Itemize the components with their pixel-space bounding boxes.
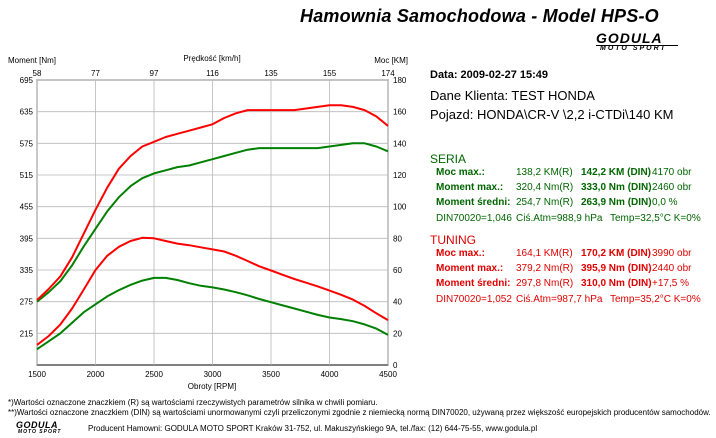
y-left-tick-label: 695 [20,76,34,85]
x-top-tick-label: 135 [264,69,278,78]
y-right-axis-label: Moc [KM] [374,56,408,65]
y-right-tick-label: 120 [393,171,407,180]
vehicle-name: Pojazd: HONDA\CR-V \2,2 i-CTDi\140 KM [430,107,674,122]
logo-underline [596,45,678,46]
x-tick-label: 3000 [204,370,222,379]
x-tick-label: 1500 [28,370,46,379]
test-date: Data: 2009-02-27 15:49 [430,69,549,81]
x-top-tick-label: 58 [33,69,42,78]
seria-row-label: Moment średni: [436,197,511,208]
y-left-tick-label: 575 [20,139,34,148]
y-left-axis-label: Moment [Nm] [8,56,56,65]
footnote-din: **)Wartości oznaczone znaczkiem (DIN) są… [8,408,711,417]
y-right-tick-label: 140 [393,139,407,148]
seria-row-r: 138,2 KM(R) [516,167,573,178]
series-lines [36,104,389,351]
x-top-tick-label: 97 [150,69,159,78]
x-top-tick-label: 155 [323,69,337,78]
y-right-tick-label: 160 [393,108,407,117]
y-left-tick-label: 515 [20,171,34,180]
x-axis-label: Obroty [RPM] [188,382,236,391]
x-tick-label: 3500 [262,370,280,379]
seria-row-extra: 0,0 % [652,197,678,208]
seria-row-r: 254,7 Nm(R) [516,197,574,208]
seria-row-din: 263,9 Nm (DIN) [581,197,652,208]
x-top-axis-label: Prędkość [km/h] [183,54,240,63]
seria-row-label: Moc max.: [436,167,485,178]
godula-logo: GODULA [596,30,663,46]
seria-cond-atm: Ciś.Atm=988,9 hPa [516,213,603,224]
y-right-tick-label: 60 [393,266,402,275]
page-title: Hamownia Samochodowa - Model HPS-O [300,6,659,26]
tuning-row-label: Moc max.: [436,248,485,259]
seria-cond-din: DIN70020=1,046 [436,213,512,224]
tuning-row-din: 310,0 Nm (DIN) [581,278,652,289]
series-power-seria [36,142,389,303]
y-right-tick-label: 0 [393,361,398,370]
tuning-row-label: Moment max.: [436,263,504,274]
y-left-tick-label: 395 [20,234,34,243]
seria-row-din: 142,2 KM (DIN) [581,167,652,178]
godula-logo-sub: MOTO SPORT [600,45,667,52]
y-left-tick-label: 635 [20,108,34,117]
tuning-cond-din: DIN70020=1,052 [436,294,512,305]
x-top-tick-label: 174 [381,69,395,78]
seria-row-extra: 2460 obr [652,182,692,193]
x-top-tick-label: 116 [206,69,219,78]
seria-heading: SERIA [430,152,467,166]
tuning-row-extra: 3990 obr [652,248,692,259]
series-torque-tuning [36,236,389,346]
y-left-tick-label: 335 [20,266,34,275]
tuning-row-din: 395,9 Nm (DIN) [581,263,652,274]
tuning-cond-atm: Ciś.Atm=987,7 hPa [516,294,603,305]
x-tick-label: 2500 [145,370,163,379]
y-right-tick-label: 40 [393,298,402,307]
seria-row-extra: 4170 obr [652,167,692,178]
y-left-tick-label: 455 [20,203,34,212]
seria-row-din: 333,0 Nm (DIN) [581,182,652,193]
y-left-tick-label: 215 [20,329,34,338]
seria-row-label: Moment max.: [436,182,504,193]
client-name: Dane Klienta: TEST HONDA [430,88,595,103]
y-right-tick-label: 20 [393,329,402,338]
series-power-tuning [36,104,389,301]
x-top-tick-label: 77 [91,69,100,78]
tuning-row-din: 170,2 KM (DIN) [581,248,652,259]
y-right-tick-label: 100 [393,203,407,212]
seria-row-r: 320,4 Nm(R) [516,182,574,193]
x-tick-label: 4000 [321,370,339,379]
tick-labels: 1500 2000 2500 3000 3500 4000 4500 58 77 97 116 135… [20,69,407,379]
x-tick-label: 4500 [379,370,397,379]
tuning-row-extra: +17,5 % [652,278,689,289]
y-left-tick-label: 275 [20,298,34,307]
godula-logo-small: GODULA [16,420,58,430]
y-right-tick-label: 180 [393,76,407,85]
seria-cond-temp: Temp=32,5°C K=0% [610,213,701,224]
godula-logo-small-sub: MOTO SPORT [18,429,62,435]
tuning-row-label: Moment średni: [436,278,511,289]
tuning-row-r: 297,8 Nm(R) [516,278,574,289]
x-tick-label: 2000 [87,370,105,379]
tuning-cond-temp: Temp=35,2°C K=0% [610,294,701,305]
dyno-chart: Moment [Nm] Prędkość [km/h] Moc [KM] Obr… [8,54,408,391]
tuning-row-extra: 2440 obr [652,263,692,274]
series-torque-seria [36,276,389,351]
tuning-row-r: 164,1 KM(R) [516,248,573,259]
tuning-heading: TUNING [430,233,476,247]
footnote-r: *)Wartości oznaczone znaczkiem (R) są wa… [8,398,378,407]
y-right-tick-label: 80 [393,234,402,243]
tuning-row-r: 379,2 Nm(R) [516,263,574,274]
producer-footer: Producent Hamowni: GODULA MOTO SPORT Kra… [88,424,538,433]
